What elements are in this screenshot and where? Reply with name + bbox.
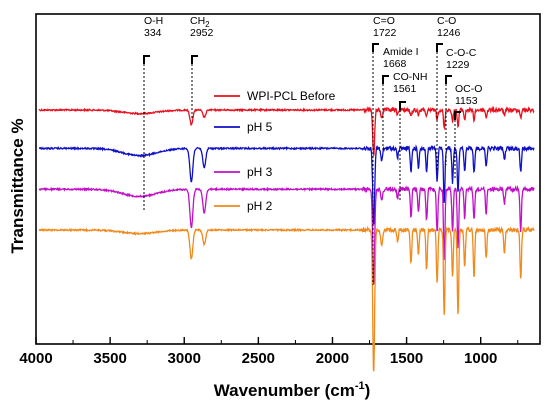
annotation-bracket-2 [372,43,379,52]
x-axis-title-main: Wavenumber (cm [214,381,355,400]
x-axis-title-sup: -1 [355,380,365,392]
x-tick-label-1500: 1500 [390,350,423,367]
x-tick-label-3000: 3000 [168,350,201,367]
series-layer [38,105,535,372]
annotation-bracket-7 [454,111,461,120]
y-axis-title: Transmittance % [8,118,27,253]
series-line-2 [38,184,535,285]
annotation-bracket-6 [445,75,452,84]
x-axis-title-end: ) [365,381,371,400]
legend: WPI-PCL Before pH 5 pH 3 pH 2 [214,89,336,213]
series-line-1 [38,144,535,225]
annotation-value-6: 1229 [446,59,470,71]
plot-border [35,13,541,345]
annotation-label-1: CH2 [190,15,210,29]
annotation-bracket-4 [399,101,406,110]
legend-label-2: pH 3 [247,165,273,179]
x-tick-label-2000: 2000 [316,350,349,367]
x-axis-title: Wavenumber (cm-1) [214,380,371,400]
annotation-bracket-5 [436,43,443,52]
legend-label-1: pH 5 [247,120,273,134]
annotation-value-7: 1153 [455,95,478,107]
annotation-value-0: 334 [144,27,162,39]
annotation-sub-1: 2 [205,20,210,29]
x-tick-label-1000: 1000 [464,350,497,367]
annotation-bracket-1 [191,55,198,64]
series-line-0 [38,105,535,156]
legend-label-3: pH 2 [247,199,273,213]
annotation-label-2: C=O [373,15,395,27]
annotation-bracket-3 [382,75,389,84]
annotation-bracket-0 [143,55,150,64]
annotation-value-3: 1668 [383,58,407,70]
x-tick-label-4000: 4000 [19,350,52,367]
annotation-label-0: O-H [144,15,163,27]
x-axis-ticks: 4000 3500 3000 2500 2000 1500 1000 [19,337,519,367]
legend-label-0: WPI-PCL Before [247,89,336,103]
series-line-3 [38,225,535,372]
annotation-label-3: Amide I [383,46,419,58]
annotation-label-5: C-O [437,15,456,27]
x-tick-label-3500: 3500 [93,350,126,367]
plot-frame [35,13,541,345]
annotation-value-4: 1561 [393,83,417,95]
annotation-label-7: OC-O [455,83,482,95]
annotation-label-6: C-O-C [446,47,477,59]
annotation-value-1: 2952 [190,27,214,39]
annotation-label-4: CO-NH [393,71,427,83]
annotation-value-5: 1246 [437,27,461,39]
x-tick-label-2500: 2500 [242,350,275,367]
annotation-value-2: 1722 [373,27,397,39]
